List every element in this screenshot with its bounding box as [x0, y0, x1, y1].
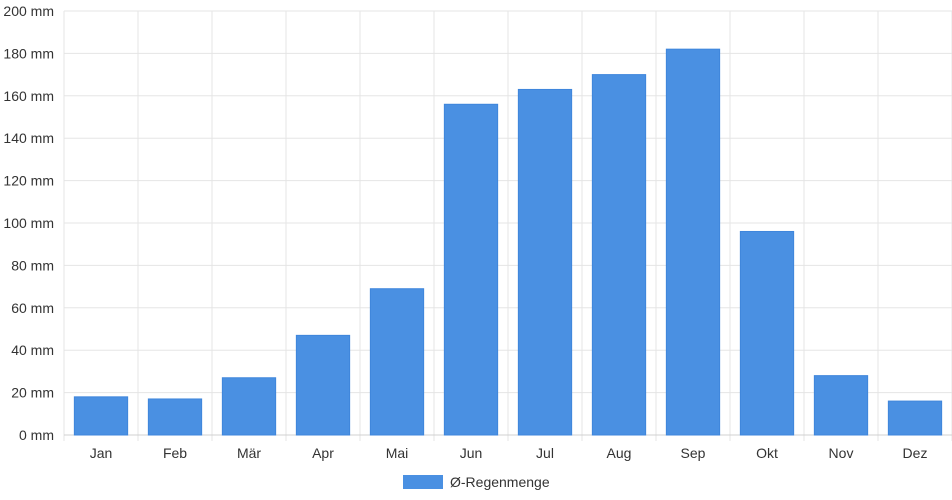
bar-okt[interactable]: [739, 230, 795, 436]
x-tick-label: Aug: [607, 445, 632, 461]
bar-apr[interactable]: [295, 334, 351, 436]
x-tick-label: Feb: [163, 445, 187, 461]
y-tick-label: 180 mm: [3, 45, 54, 61]
x-tick-label: Jun: [460, 445, 483, 461]
y-tick-label: 0 mm: [19, 427, 54, 443]
x-tick-label: Jul: [536, 445, 554, 461]
bar-dez[interactable]: [887, 400, 943, 436]
legend-label: Ø-Regenmenge: [450, 474, 550, 490]
y-tick-label: 20 mm: [11, 385, 54, 401]
x-tick-label: Mär: [237, 445, 261, 461]
legend-swatch: [403, 475, 443, 489]
y-tick-label: 60 mm: [11, 300, 54, 316]
y-tick-label: 40 mm: [11, 342, 54, 358]
bar-mär[interactable]: [221, 377, 277, 436]
bar-nov[interactable]: [813, 375, 869, 436]
bar-jan[interactable]: [73, 396, 129, 436]
y-tick-label: 100 mm: [3, 215, 54, 231]
x-axis-labels: Jan Feb Mär Apr Mai Jun Jul Aug Sep Okt Nov Dez: [90, 445, 928, 461]
legend[interactable]: Ø-Regenmenge: [403, 474, 550, 490]
bar-feb[interactable]: [147, 398, 203, 436]
x-tick-label: Jan: [90, 445, 113, 461]
y-axis-labels: 0 mm 20 mm 40 mm 60 mm 80 mm 100 mm 120 mm 140 …: [3, 3, 54, 443]
bar-jun[interactable]: [443, 103, 499, 436]
y-tick-label: 160 mm: [3, 88, 54, 104]
y-tick-label: 200 mm: [3, 3, 54, 19]
y-tick-label: 80 mm: [11, 257, 54, 273]
x-tick-label: Mai: [386, 445, 409, 461]
x-tick-label: Okt: [756, 445, 778, 461]
x-tick-label: Apr: [312, 445, 334, 461]
x-tick-label: Sep: [681, 445, 706, 461]
x-tick-label: Nov: [829, 445, 854, 461]
bar-sep[interactable]: [665, 48, 721, 436]
bar-mai[interactable]: [369, 288, 425, 436]
y-tick-label: 120 mm: [3, 173, 54, 189]
bar-jul[interactable]: [517, 88, 573, 436]
y-tick-label: 140 mm: [3, 130, 54, 146]
bar-aug[interactable]: [591, 74, 647, 436]
x-tick-label: Dez: [903, 445, 928, 461]
bars: [73, 48, 943, 436]
grid-lines: [63, 10, 952, 441]
